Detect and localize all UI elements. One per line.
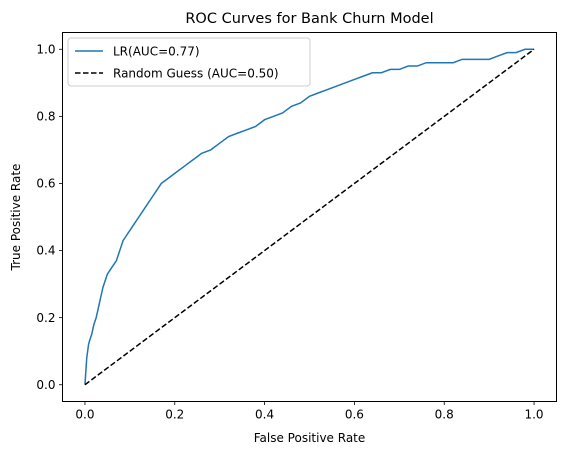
- x-tick-label: 0.6: [345, 408, 364, 422]
- x-tick-label: 0.2: [165, 408, 184, 422]
- x-tick-label: 1.0: [524, 408, 543, 422]
- y-tick-label: 0.6: [36, 177, 55, 191]
- x-tick-label: 0.0: [75, 408, 94, 422]
- y-axis-label: True Positive Rate: [9, 164, 23, 272]
- chart-title: ROC Curves for Bank Churn Model: [185, 11, 433, 27]
- y-tick-label: 0.0: [36, 378, 55, 392]
- plot-content: [84, 48, 535, 386]
- x-axis: 0.0 0.2 0.4 0.6 0.8 1.0: [75, 401, 544, 422]
- y-tick-label: 0.4: [36, 244, 55, 258]
- legend-label-1: Random Guess (AUC=0.50): [113, 67, 279, 81]
- y-tick-label: 0.8: [36, 110, 55, 124]
- x-tick-label: 0.4: [255, 408, 274, 422]
- legend: LR(AUC=0.77) Random Guess (AUC=0.50): [67, 37, 311, 87]
- series-line-1: [84, 48, 535, 386]
- legend-label-0: LR(AUC=0.77): [113, 45, 200, 59]
- y-tick-label: 1.0: [36, 42, 55, 56]
- y-tick-label: 0.2: [36, 311, 55, 325]
- x-tick-label: 0.8: [435, 408, 454, 422]
- plot-frame: [62, 32, 557, 402]
- x-axis-label: False Positive Rate: [254, 431, 366, 445]
- y-axis: 0.0 0.2 0.4 0.6 0.8 1.0: [36, 42, 63, 392]
- legend-box: [67, 37, 311, 87]
- series-line-0: [84, 48, 535, 385]
